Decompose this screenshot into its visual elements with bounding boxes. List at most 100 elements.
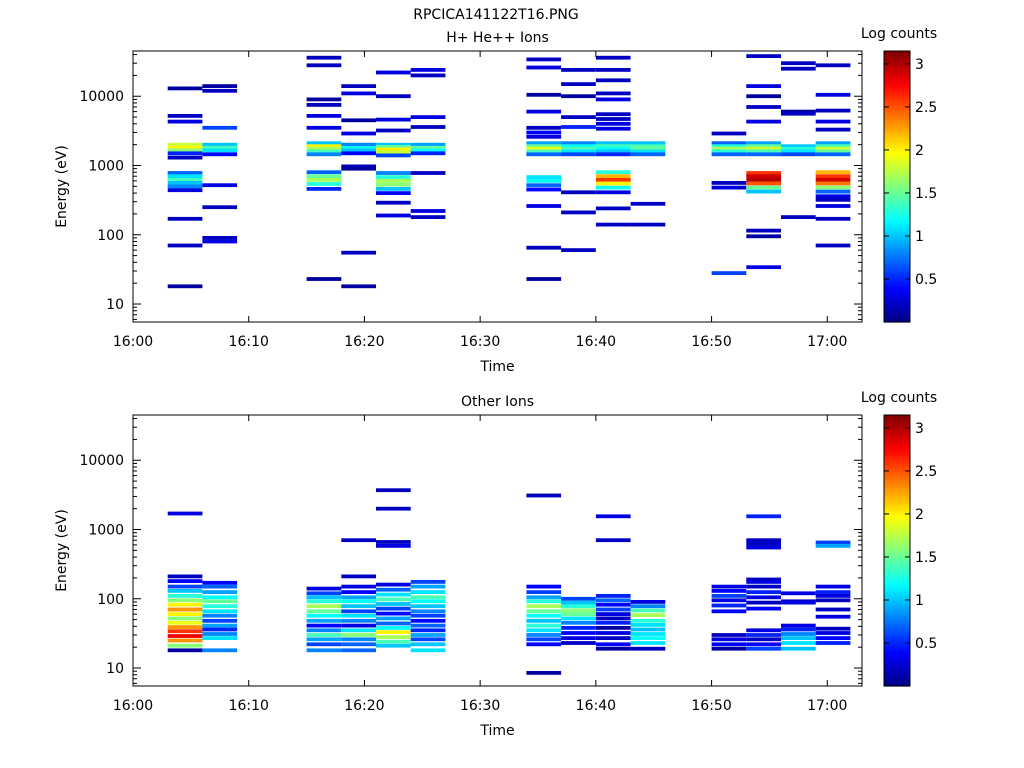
heatmap-cell: [815, 540, 851, 545]
colorbar-segment: [884, 107, 910, 111]
colorbar-label: Log counts: [861, 390, 937, 406]
heatmap-cell: [630, 201, 666, 206]
heatmap-cell: [376, 587, 411, 592]
heatmap-cell: [526, 141, 562, 146]
heatmap-cell: [202, 148, 238, 153]
heatmap-cell: [376, 606, 411, 611]
colorbar-segment: [884, 514, 910, 518]
heatmap-cell: [376, 582, 411, 587]
heatmap-cell: [815, 119, 851, 124]
heatmap-cell: [410, 633, 446, 637]
heatmap-cell: [410, 115, 446, 119]
heatmap-cell: [746, 189, 781, 194]
colorbar-segment: [884, 102, 910, 106]
heatmap-cell: [202, 152, 238, 157]
heatmap-cell: [167, 145, 203, 150]
heatmap-cell: [341, 145, 376, 150]
heatmap-cell: [376, 643, 411, 648]
colorbar-segment: [884, 473, 910, 477]
heatmap-cell: [410, 209, 446, 213]
colorbar-segment: [884, 299, 910, 303]
heatmap-cell: [202, 632, 238, 636]
heatmap-cell: [561, 604, 596, 609]
heatmap-cell: [526, 175, 562, 179]
x-tick-label: 16:00: [113, 698, 153, 714]
colorbar-segment: [884, 516, 910, 520]
colorbar-segment: [884, 276, 910, 280]
x-tick-label: 16:20: [344, 334, 384, 350]
y-tick-label: 1000: [88, 158, 124, 174]
heatmap-cell: [341, 166, 376, 171]
x-tick-label: 16:40: [576, 334, 616, 350]
colorbar-segment: [884, 249, 910, 253]
colorbar-segment: [884, 134, 910, 138]
colorbar-segment: [884, 681, 910, 685]
heatmap-cell: [815, 194, 851, 199]
heatmap-cell: [410, 584, 446, 589]
heatmap-cell: [341, 609, 376, 614]
heatmap-cell: [561, 612, 596, 616]
heatmap-cell: [746, 514, 781, 519]
colorbar-segment: [884, 220, 910, 224]
colorbar-segment: [884, 505, 910, 509]
heatmap-cell: [561, 210, 596, 215]
colorbar-segment: [884, 618, 910, 622]
colorbar-segment: [884, 312, 910, 316]
colorbar-segment: [884, 73, 910, 77]
colorbar-segment: [884, 446, 910, 450]
heatmap-cell: [410, 623, 446, 628]
colorbar-segment: [884, 159, 910, 163]
heatmap-cell: [595, 636, 631, 640]
heatmap-cell: [746, 542, 781, 546]
heatmap-cell: [526, 187, 562, 192]
colorbar-segment: [884, 503, 910, 506]
heatmap-cell: [746, 146, 781, 151]
heatmap-cell: [167, 598, 203, 603]
colorbar-segment: [884, 539, 910, 543]
colorbar-segment: [884, 288, 910, 291]
heatmap-cell: [526, 595, 562, 600]
heatmap-cell: [781, 600, 816, 605]
heatmap-cell: [526, 609, 562, 614]
heatmap-cell: [376, 597, 411, 602]
heatmap-cell: [341, 648, 376, 653]
heatmap-cell: [341, 618, 376, 623]
colorbar-segment: [884, 530, 910, 534]
heatmap-cell: [526, 493, 562, 498]
heatmap-cell: [815, 92, 851, 97]
heatmap-cell: [746, 265, 781, 270]
panel-h-he-ions: H+ He++ Ions 16:00 16:10 16:20 16:30 16:40 16:…: [54, 26, 937, 375]
heatmap-cell: [746, 595, 781, 600]
heatmap-cell: [202, 183, 238, 188]
heatmap-cell: [376, 150, 411, 155]
colorbar-segment: [884, 460, 910, 464]
heatmap-cell: [341, 590, 376, 594]
x-tick-label: 16:30: [460, 334, 500, 350]
colorbar-segment: [884, 588, 910, 592]
colorbar-segment: [884, 489, 910, 493]
heatmap-cell: [167, 602, 203, 607]
heatmap-cell: [202, 205, 238, 210]
heatmap-cell: [746, 178, 781, 182]
heatmap-cell: [781, 66, 816, 71]
colorbar-segment: [884, 629, 910, 633]
colorbar-segment: [884, 175, 910, 179]
heatmap-cell: [711, 149, 747, 154]
colorbar-segment: [884, 51, 910, 54]
heatmap-cell: [526, 152, 562, 157]
heatmap-cell: [815, 127, 851, 132]
heatmap-cell: [746, 580, 781, 584]
heatmap-cell: [781, 215, 816, 219]
heatmap-cell: [376, 142, 411, 147]
colorbar-segment: [884, 625, 910, 628]
colorbar-segment: [884, 222, 910, 226]
colorbar-tick-label: 2.5: [915, 464, 937, 480]
heatmap-cell: [815, 144, 851, 149]
colorbar-segment: [884, 604, 910, 608]
heatmap-cell: [595, 149, 631, 154]
heatmap-cell: [376, 175, 411, 179]
heatmap-cell: [595, 602, 631, 607]
heatmap-cell: [306, 152, 342, 157]
heatmap-cell: [561, 144, 596, 149]
x-tick-label: 16:30: [460, 698, 500, 714]
